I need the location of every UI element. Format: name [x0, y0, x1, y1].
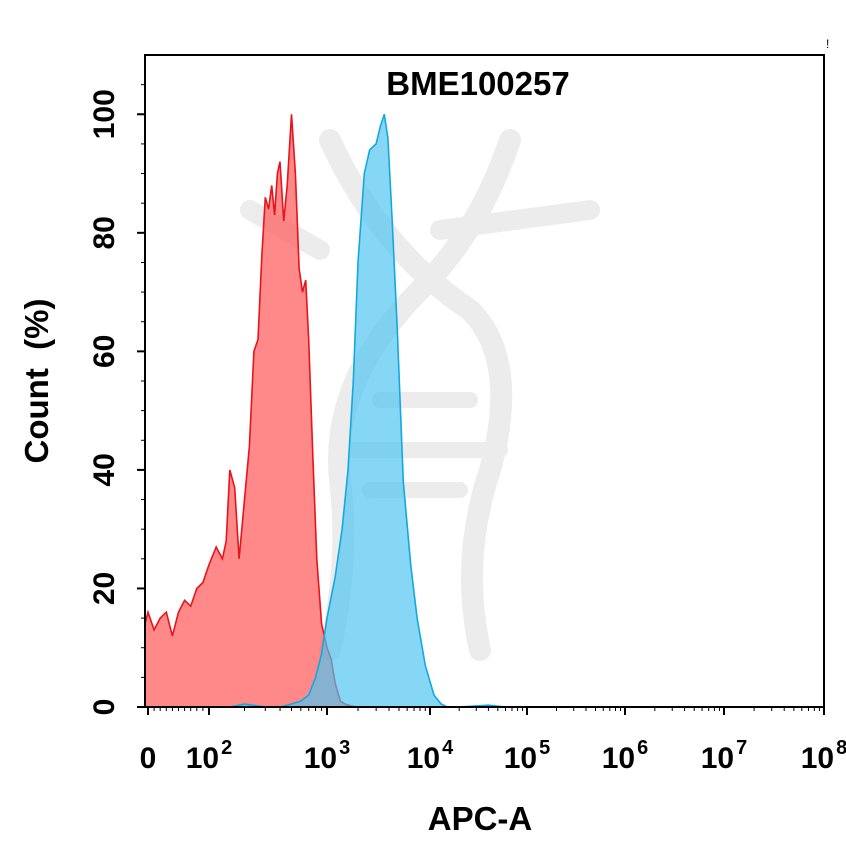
- series-1-line: [144, 114, 356, 708]
- x-tick-label: 10 4: [407, 737, 454, 775]
- x-axis: 0 10 2 10 3 10 4 10 5 10 6 10 7 10 8: [140, 707, 846, 775]
- x-tick-label: 10 2: [186, 737, 233, 775]
- chart-title: BME100257: [386, 65, 569, 102]
- y-tick-label: 40: [88, 453, 121, 486]
- x-tick-label: 10 5: [504, 737, 551, 775]
- series-layer: [144, 114, 506, 708]
- x-tick-label: 0: [140, 742, 157, 775]
- series-1-area: [145, 114, 356, 708]
- y-axis: 0 20 40 60 80 100: [88, 84, 145, 716]
- y-tick-label: 100: [88, 89, 121, 139]
- corner-mark: !: [826, 37, 829, 51]
- x-tick-label: 10 7: [701, 737, 748, 775]
- y-tick-label: 60: [88, 335, 121, 368]
- y-tick-label: 80: [88, 216, 121, 249]
- x-tick-label: 10 8: [801, 737, 846, 775]
- x-axis-title: APC-A: [428, 800, 533, 837]
- series-2-area: [229, 114, 506, 708]
- x-tick-label: 10 3: [304, 737, 351, 775]
- y-axis-title: Count (%): [18, 299, 55, 464]
- series-2-line: [229, 114, 506, 708]
- y-tick-label: 0: [88, 699, 121, 716]
- y-tick-label: 20: [88, 572, 121, 605]
- x-tick-label: 10 6: [602, 737, 649, 775]
